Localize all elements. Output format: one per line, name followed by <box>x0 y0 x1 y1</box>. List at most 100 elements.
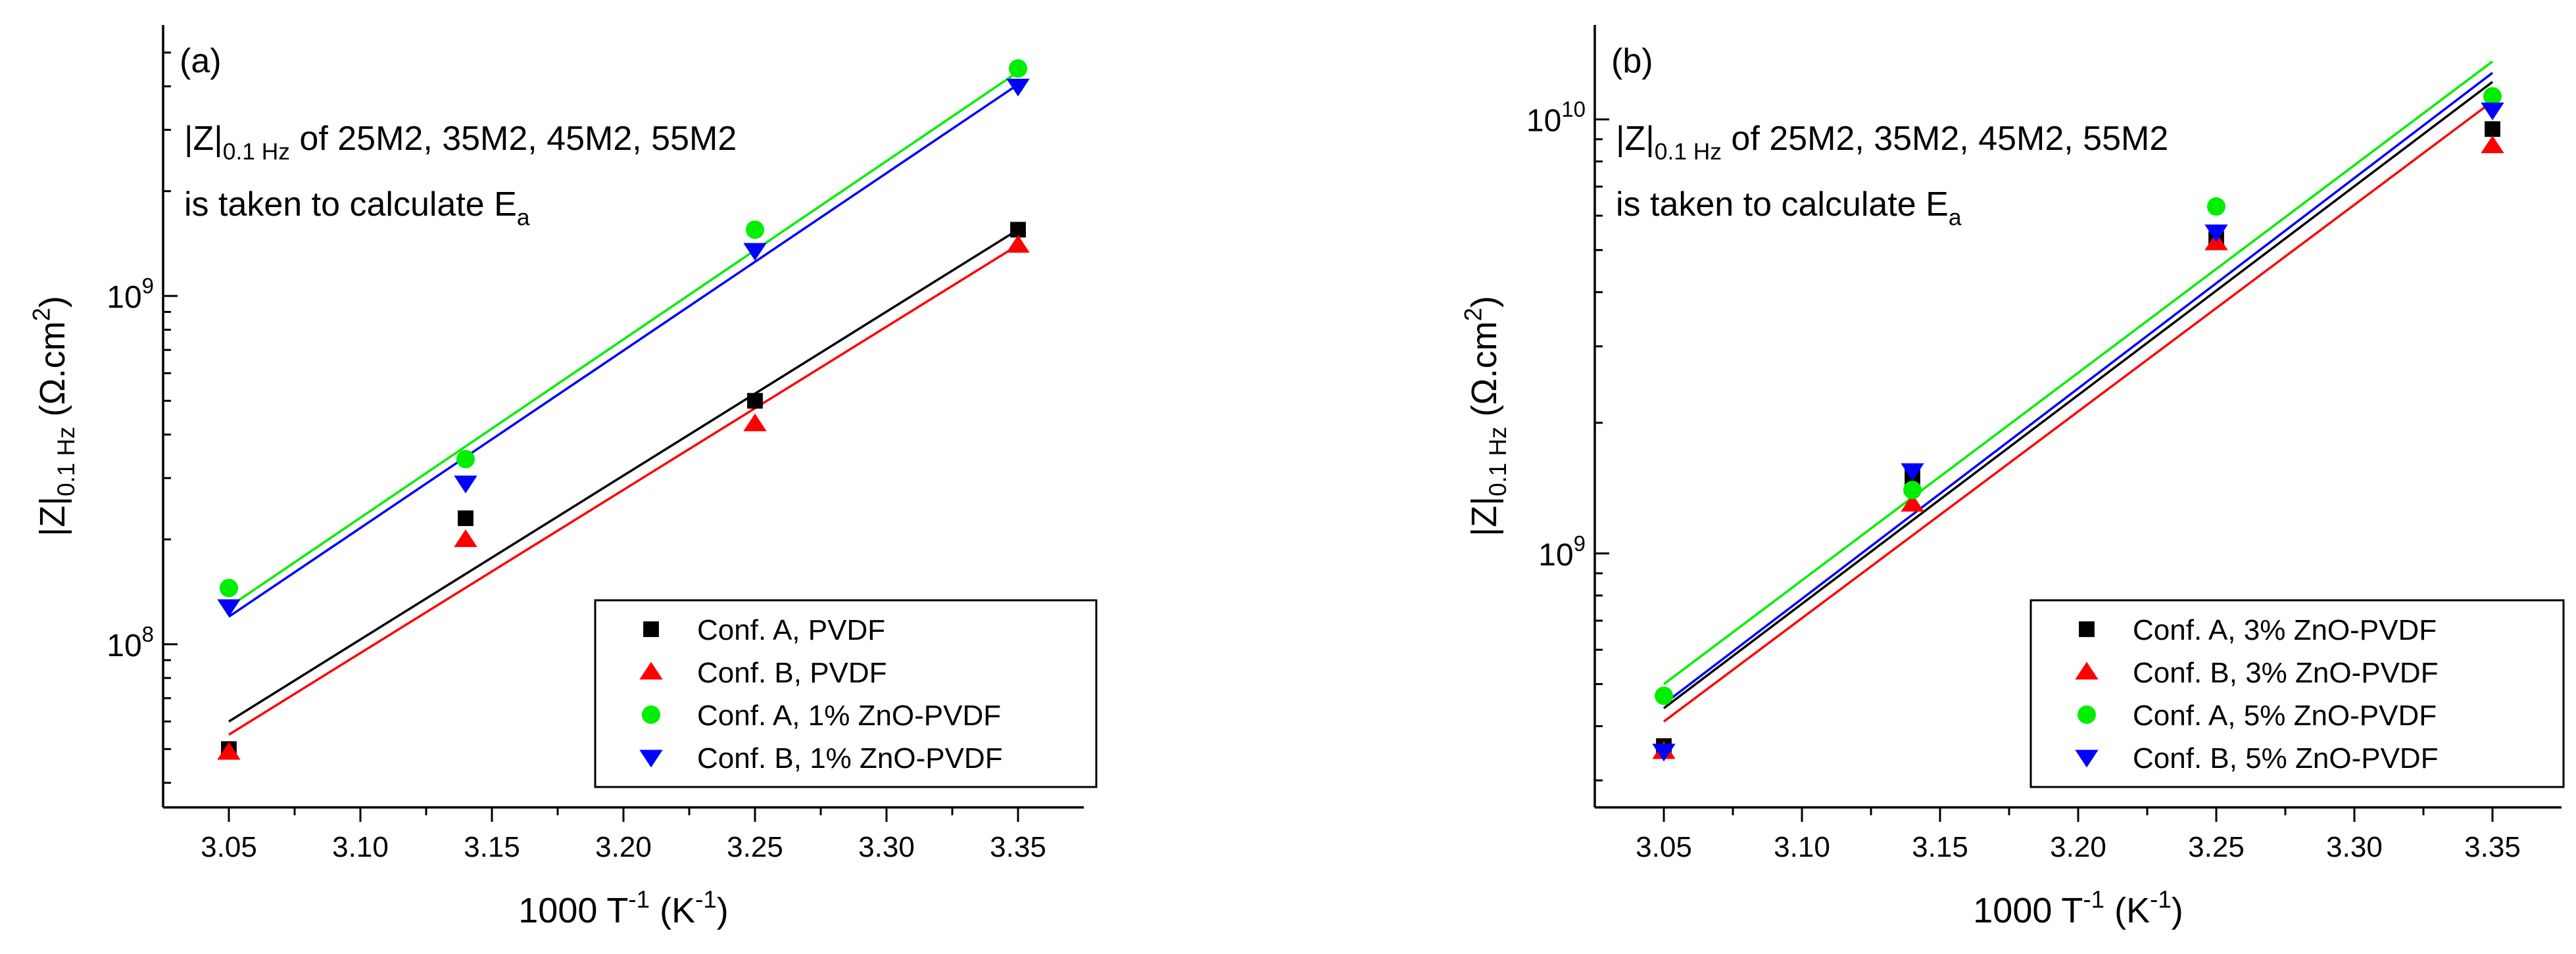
legend-entry-0-0: Conf. A, PVDF <box>697 614 885 646</box>
legend-marker-0-1 <box>639 661 663 680</box>
data-point-0-1-0 <box>217 742 241 760</box>
fit-line-1-0 <box>1663 81 2494 709</box>
x-axis-title-1-part-2: (K <box>2104 891 2150 930</box>
data-point-0-0-1 <box>458 510 474 527</box>
annotation-line1-0-part-0: |Z| <box>184 120 223 158</box>
y-tick-base-0-0: 10 <box>107 629 141 663</box>
x-axis-title-1-part-1: -1 <box>2083 886 2104 913</box>
data-point-1-2-1 <box>1903 481 1922 500</box>
legend-marker-0-2 <box>642 705 660 724</box>
y-tick-exp-0-1: 9 <box>142 274 154 298</box>
fit-line-0-3 <box>228 83 1019 618</box>
x-axis-title-0-part-0: 1000 T <box>518 891 628 930</box>
legend-box-0 <box>594 599 1098 788</box>
annotation-line2-0: is taken to calculate Ea <box>184 185 530 231</box>
data-point-1-2-2 <box>2207 197 2225 216</box>
y-axis-title-0: |Z|0.1 Hz (Ω.cm2) <box>28 296 80 537</box>
legend-entry-1-0: Conf. A, 3% ZnO-PVDF <box>2133 614 2437 646</box>
data-point-0-2-3 <box>1009 59 1027 78</box>
x-axis-title-1: 1000 T-1 (K-1) <box>1973 886 2183 930</box>
fit-line-1-2 <box>1663 60 2494 685</box>
x-axis-title-1-part-4: ) <box>2172 891 2183 930</box>
y-axis-title-1-part-0: |Z| <box>1465 496 1504 537</box>
legend-0: Conf. A, PVDF Conf. B, PVDF Conf. A, 1% Zn… <box>594 599 1098 788</box>
x-tick-label-1-4: 3.25 <box>2188 831 2245 863</box>
y-tick-label-1-1: 1010 <box>1526 97 1586 139</box>
annotation-line2-1-part-1: a <box>1949 205 1962 231</box>
data-point-1-3-2 <box>2204 224 2228 243</box>
x-tick-label-1-6: 3.35 <box>2464 831 2521 863</box>
x-tick-label-1-5: 3.30 <box>2326 831 2383 863</box>
data-point-1-3-1 <box>1901 463 1924 481</box>
data-point-1-3-0 <box>1652 744 1676 762</box>
fit-line-0-0 <box>228 228 1019 723</box>
legend-marker-1-3 <box>2075 750 2099 768</box>
data-point-1-0-3 <box>2485 121 2500 137</box>
annotation-line1-1-part-0: |Z| <box>1616 120 1655 158</box>
data-point-1-2-3 <box>2483 87 2502 106</box>
x-tick-label-0-0: 3.05 <box>201 831 257 863</box>
x-tick-label-0-1: 3.10 <box>332 831 389 863</box>
y-tick-label-1-0: 109 <box>1538 531 1586 573</box>
y-axis-title-0-part-3: 2 <box>28 308 55 321</box>
x-axis-title-0-part-3: -1 <box>695 886 717 913</box>
annotation-line1-1: |Z|0.1 Hz of 25M2, 35M2, 45M2, 55M2 <box>1616 120 2168 165</box>
y-axis-title-0-part-4: ) <box>33 296 72 308</box>
data-point-0-0-3 <box>1010 222 1026 238</box>
legend-entry-1-1: Conf. B, 3% ZnO-PVDF <box>2133 657 2439 689</box>
data-point-0-2-1 <box>456 450 475 469</box>
y-tick-exp-1-1: 10 <box>1561 97 1586 122</box>
y-tick-base-1-0: 10 <box>1538 538 1573 573</box>
y-tick-label-0-0: 108 <box>107 622 154 663</box>
x-tick-label-0-5: 3.30 <box>858 831 915 863</box>
x-tick-label-0-2: 3.15 <box>464 831 520 863</box>
x-tick-label-0-4: 3.25 <box>727 831 783 863</box>
y-axis-title-0-part-1: 0.1 Hz <box>53 427 80 496</box>
legend-marker-1-0 <box>2079 621 2095 637</box>
y-axis-title-1-part-1: 0.1 Hz <box>1484 427 1511 496</box>
annotation-line1-1-part-2: of 25M2, 35M2, 45M2, 55M2 <box>1722 120 2168 158</box>
x-tick-label-0-3: 3.20 <box>595 831 652 863</box>
y-tick-exp-1-0: 9 <box>1574 531 1586 556</box>
legend-entry-1-3: Conf. B, 5% ZnO-PVDF <box>2133 742 2439 775</box>
annotation-line1-1-part-1: 0.1 Hz <box>1655 139 1722 165</box>
annotation-line2-0-part-0: is taken to calculate E <box>184 185 517 224</box>
fit-line-0-1 <box>228 244 1019 736</box>
y-axis-title-1: |Z|0.1 Hz (Ω.cm2) <box>1459 296 1511 537</box>
annotation-line2-0-part-1: a <box>517 205 530 231</box>
fit-line-1-3 <box>1663 72 2494 705</box>
annotation-line1-0-part-1: 0.1 Hz <box>223 139 290 165</box>
data-point-0-3-1 <box>454 475 477 494</box>
legend-entry-0-2: Conf. A, 1% ZnO-PVDF <box>697 700 1001 732</box>
data-point-0-3-0 <box>217 599 241 617</box>
annotation-line1-0: |Z|0.1 Hz of 25M2, 35M2, 45M2, 55M2 <box>184 120 737 165</box>
legend-marker-1-1 <box>2075 661 2099 680</box>
data-point-0-3-3 <box>1006 78 1030 97</box>
data-point-0-2-2 <box>746 220 764 239</box>
y-tick-exp-0-0: 8 <box>142 622 154 646</box>
data-point-0-1-1 <box>454 529 477 547</box>
y-axis-title-1-part-3: 2 <box>1459 308 1486 321</box>
y-axis-title-0-part-0: |Z| <box>33 496 72 537</box>
x-tick-label-1-2: 3.15 <box>1912 831 1968 863</box>
legend-1: Conf. A, 3% ZnO-PVDF Conf. B, 3% ZnO-PVDF… <box>2029 599 2565 788</box>
annotation-line2-1: is taken to calculate Ea <box>1616 185 1962 231</box>
x-axis-title-0-part-2: (K <box>650 891 695 930</box>
annotation-line2-1-part-0: is taken to calculate E <box>1616 185 1949 224</box>
y-axis-title-0-part-2: (Ω.cm <box>33 321 72 426</box>
y-axis-title-1-part-4: ) <box>1465 296 1504 308</box>
legend-entry-0-3: Conf. B, 1% ZnO-PVDF <box>697 742 1003 775</box>
legend-marker-1-2 <box>2078 705 2096 724</box>
fit-line-1-1 <box>1663 100 2494 723</box>
x-axis-title-0-part-1: -1 <box>628 886 650 913</box>
data-point-1-3-3 <box>2481 103 2504 120</box>
annotation-line1-0-part-2: of 25M2, 35M2, 45M2, 55M2 <box>290 120 737 158</box>
data-point-0-3-2 <box>743 243 767 261</box>
x-axis-title-0: 1000 T-1 (K-1) <box>518 886 728 930</box>
x-axis-title-1-part-0: 1000 T <box>1973 891 2083 930</box>
data-point-0-1-2 <box>743 413 767 431</box>
legend-marker-0-3 <box>639 750 663 768</box>
